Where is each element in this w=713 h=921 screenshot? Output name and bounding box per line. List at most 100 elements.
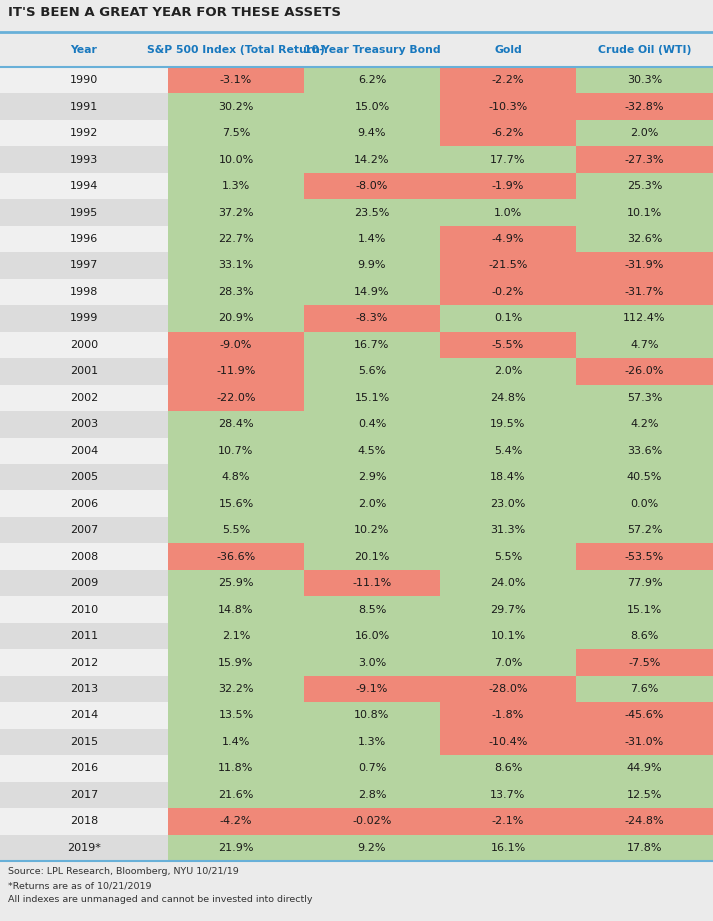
Text: 2003: 2003 (70, 419, 98, 429)
Text: 1.0%: 1.0% (494, 207, 522, 217)
Bar (304, 755, 440, 782)
Text: 12.5%: 12.5% (627, 790, 662, 799)
Bar (440, 729, 576, 755)
Text: S&P 500 Index (Total Return): S&P 500 Index (Total Return) (147, 45, 325, 55)
Text: 0.4%: 0.4% (358, 419, 386, 429)
Bar (0, 649, 168, 676)
Text: 2.0%: 2.0% (494, 367, 522, 377)
Text: 9.9%: 9.9% (358, 261, 386, 271)
Text: 40.5%: 40.5% (627, 472, 662, 483)
Text: -9.1%: -9.1% (356, 684, 388, 694)
Bar (576, 729, 713, 755)
Text: -24.8%: -24.8% (625, 816, 665, 826)
Bar (168, 332, 304, 358)
Text: 21.9%: 21.9% (218, 843, 254, 853)
Bar (576, 332, 713, 358)
Text: 8.5%: 8.5% (358, 604, 386, 614)
Bar (440, 226, 576, 252)
Text: 2006: 2006 (70, 498, 98, 508)
Text: 1993: 1993 (70, 155, 98, 165)
Text: -6.2%: -6.2% (492, 128, 524, 138)
Bar (576, 173, 713, 199)
Bar (440, 332, 576, 358)
Text: 23.0%: 23.0% (491, 498, 525, 508)
Text: 13.7%: 13.7% (491, 790, 525, 799)
Text: -4.9%: -4.9% (492, 234, 524, 244)
Text: 1992: 1992 (70, 128, 98, 138)
Text: 24.8%: 24.8% (491, 393, 525, 402)
Text: 5.5%: 5.5% (222, 525, 250, 535)
Bar (0, 755, 168, 782)
Bar (0, 517, 168, 543)
Bar (0, 120, 168, 146)
Text: -31.7%: -31.7% (625, 287, 665, 297)
Text: 9.4%: 9.4% (358, 128, 386, 138)
Text: 18.4%: 18.4% (491, 472, 525, 483)
Text: 2001: 2001 (70, 367, 98, 377)
Bar (576, 358, 713, 385)
Text: -3.1%: -3.1% (220, 76, 252, 86)
Bar (440, 305, 576, 332)
Text: 15.0%: 15.0% (354, 101, 389, 111)
Text: 2004: 2004 (70, 446, 98, 456)
Bar (576, 543, 713, 570)
Bar (440, 782, 576, 808)
Bar (168, 385, 304, 411)
Text: -10.4%: -10.4% (488, 737, 528, 747)
Bar (304, 649, 440, 676)
Text: 10.0%: 10.0% (218, 155, 254, 165)
Bar (0, 676, 168, 702)
Bar (440, 411, 576, 437)
Text: 10.7%: 10.7% (218, 446, 254, 456)
Bar (304, 305, 440, 332)
Bar (168, 729, 304, 755)
Bar (576, 279, 713, 305)
Bar (440, 570, 576, 596)
Text: 37.2%: 37.2% (218, 207, 254, 217)
Bar (168, 279, 304, 305)
Bar (168, 570, 304, 596)
Bar (0, 67, 168, 93)
Text: 2015: 2015 (70, 737, 98, 747)
Bar (304, 676, 440, 702)
Bar (0, 279, 168, 305)
Text: 2.9%: 2.9% (358, 472, 386, 483)
Text: Crude Oil (WTI): Crude Oil (WTI) (597, 45, 691, 55)
Bar (304, 782, 440, 808)
Bar (576, 305, 713, 332)
Bar (0, 411, 168, 437)
Text: 25.9%: 25.9% (218, 578, 254, 589)
Text: 2000: 2000 (70, 340, 98, 350)
Text: -11.9%: -11.9% (216, 367, 256, 377)
Bar (168, 93, 304, 120)
Bar (168, 702, 304, 729)
Text: 29.7%: 29.7% (491, 604, 525, 614)
Bar (304, 623, 440, 649)
Text: 20.9%: 20.9% (218, 313, 254, 323)
Text: 8.6%: 8.6% (630, 631, 659, 641)
Bar (304, 437, 440, 464)
Bar (576, 782, 713, 808)
Bar (440, 808, 576, 834)
Bar (576, 67, 713, 93)
Bar (168, 491, 304, 517)
Text: 2014: 2014 (70, 710, 98, 720)
Bar (576, 808, 713, 834)
Text: 0.0%: 0.0% (630, 498, 659, 508)
Text: -0.02%: -0.02% (352, 816, 391, 826)
Text: 17.8%: 17.8% (627, 843, 662, 853)
Text: 1991: 1991 (70, 101, 98, 111)
Text: 2009: 2009 (70, 578, 98, 589)
Bar (304, 332, 440, 358)
Text: 16.0%: 16.0% (354, 631, 389, 641)
Text: 4.8%: 4.8% (222, 472, 250, 483)
Bar (168, 464, 304, 491)
Text: All indexes are unmanaged and cannot be invested into directly: All indexes are unmanaged and cannot be … (8, 895, 312, 904)
Bar (576, 120, 713, 146)
Text: 1.3%: 1.3% (222, 181, 250, 191)
Text: 57.2%: 57.2% (627, 525, 662, 535)
Text: 30.3%: 30.3% (627, 76, 662, 86)
Text: Gold: Gold (494, 45, 522, 55)
Bar (0, 332, 168, 358)
Bar (0, 464, 168, 491)
